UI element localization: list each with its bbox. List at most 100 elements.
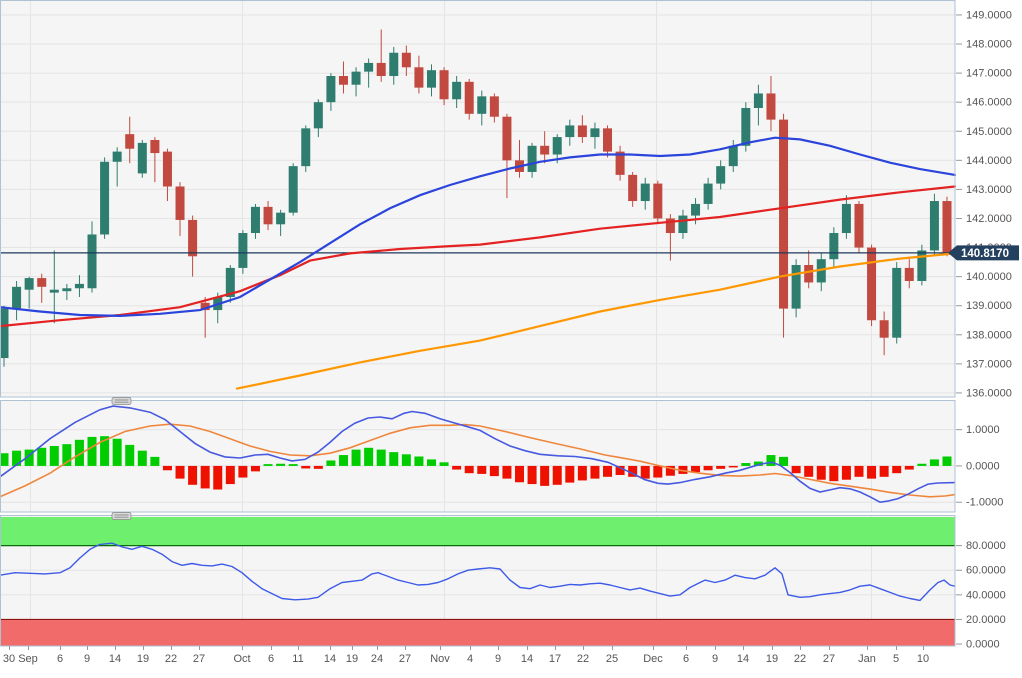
x-axis-label: 19 — [137, 653, 149, 665]
macd-histogram-bar-negative — [502, 465, 512, 479]
macd-histogram-bar-positive — [351, 449, 361, 466]
candle-down — [577, 125, 587, 138]
x-axis[interactable]: 30 Sep 6 9 14 19 22 27 Oct 6 11 14 19 24 27 Nov 4 9 14 17 22… — [3, 646, 929, 665]
x-axis-label: 19 — [766, 653, 778, 665]
x-axis-label: 22 — [577, 653, 589, 665]
macd-histogram-bar-positive — [37, 447, 47, 466]
macd-histogram-bar-positive — [426, 459, 436, 466]
price-panel-border — [0, 0, 956, 398]
macd-histogram-bar-negative — [301, 465, 311, 469]
axis-tick-label: 137.0000 — [966, 358, 1012, 370]
macd-histogram-bar-positive — [326, 460, 336, 466]
macd-histogram-bar-negative — [515, 465, 525, 483]
macd-panel[interactable] — [0, 401, 955, 512]
candle-up — [703, 183, 713, 204]
axis-tick-label: -1.0000 — [966, 497, 1003, 509]
overbought-band — [0, 517, 955, 546]
macd-histogram-bar-positive — [917, 463, 927, 466]
candle-up — [426, 70, 436, 88]
macd-histogram-bar-positive — [439, 462, 449, 466]
candle-up — [841, 203, 851, 234]
macd-histogram-bar-positive — [376, 449, 386, 466]
macd-histogram-bar-negative — [565, 465, 575, 483]
macd-histogram-bar-negative — [464, 465, 474, 474]
panel-resize-handle[interactable] — [111, 512, 132, 520]
candle-up — [917, 250, 927, 281]
candle-down — [37, 278, 47, 287]
macd-histogram-bar-positive — [62, 444, 72, 466]
macd-histogram-bar-negative — [628, 465, 638, 477]
candle-up — [816, 259, 826, 283]
macd-histogram-bar-negative — [665, 465, 675, 476]
candle-up — [728, 145, 738, 167]
macd-histogram-bar-negative — [879, 465, 889, 477]
axis-tick-label: 20.0000 — [966, 614, 1006, 626]
macd-histogram-bar-negative — [477, 465, 487, 474]
price-tag-value: 140.8170 — [961, 248, 1009, 260]
axis-tick-label: 1.0000 — [966, 424, 1000, 436]
candle-down — [867, 247, 877, 321]
macd-histogram-bar-negative — [728, 465, 738, 468]
x-axis-label: 14 — [324, 653, 336, 665]
price-panel[interactable] — [0, 1, 955, 397]
macd-histogram-bar-positive — [24, 449, 34, 466]
candle-up — [87, 234, 97, 289]
x-axis-label: 14 — [737, 653, 749, 665]
candle-down — [464, 81, 474, 114]
candle-down — [200, 302, 210, 311]
x-axis-label: 9 — [495, 653, 501, 665]
handle-grip-icon[interactable] — [111, 397, 132, 405]
candle-up — [477, 96, 487, 114]
candle-up — [12, 286, 22, 309]
macd-histogram-bar-positive — [389, 452, 399, 466]
price-tag-shape — [948, 245, 1019, 261]
candle-up — [829, 233, 839, 260]
candle-up — [112, 151, 122, 162]
price-plot-area[interactable] — [0, 1, 955, 397]
macd-histogram-bar-negative — [640, 465, 650, 479]
x-axis-label: 22 — [794, 653, 806, 665]
current-price-tag: 140.8170 — [948, 245, 1019, 261]
candle-up — [678, 215, 688, 234]
candle-up — [791, 265, 801, 309]
x-axis-label: Jan — [858, 653, 876, 665]
panel-resize-handle[interactable] — [111, 397, 132, 405]
macd-histogram-bar-negative — [816, 465, 826, 480]
candle-up — [552, 137, 562, 155]
macd-histogram-bar-negative — [841, 465, 851, 480]
macd-histogram-bar-negative — [489, 465, 499, 477]
x-axis-label: 9 — [712, 653, 718, 665]
candle-up — [389, 52, 399, 77]
candle-down — [376, 62, 386, 77]
macd-plot-area[interactable] — [0, 401, 955, 512]
macd-histogram-bar-positive — [364, 447, 374, 466]
handle-grip-icon[interactable] — [111, 512, 132, 520]
x-axis-label: 6 — [683, 653, 689, 665]
macd-histogram-bar-negative — [313, 465, 323, 469]
candle-down — [628, 174, 638, 202]
macd-signal-line — [0, 423, 956, 498]
macd-histogram-bar-positive — [414, 456, 424, 466]
macd-histogram-bar-positive — [929, 459, 939, 466]
candle-down — [175, 186, 185, 220]
stoch-panel-border — [0, 515, 956, 647]
candle-down — [653, 183, 663, 219]
macd-histogram-bar-negative — [213, 465, 223, 490]
candle-down — [779, 119, 789, 309]
ma-medium-red-line — [0, 185, 957, 328]
axis-tick-label: 40.0000 — [966, 589, 1006, 601]
macd-histogram-bar-negative — [527, 465, 537, 485]
x-axis-label: 22 — [165, 653, 177, 665]
candle-up — [225, 267, 235, 297]
macd-histogram-bar-positive — [74, 439, 84, 466]
candle-down — [665, 218, 675, 234]
candle-up — [640, 183, 650, 202]
macd-histogram-bar-negative — [867, 465, 877, 479]
candle-down — [615, 151, 625, 175]
macd-histogram-bar-positive — [263, 464, 273, 466]
candle-down — [188, 219, 198, 257]
macd-histogram-bar-positive — [87, 436, 97, 466]
macd-histogram-bar-positive — [137, 450, 147, 466]
